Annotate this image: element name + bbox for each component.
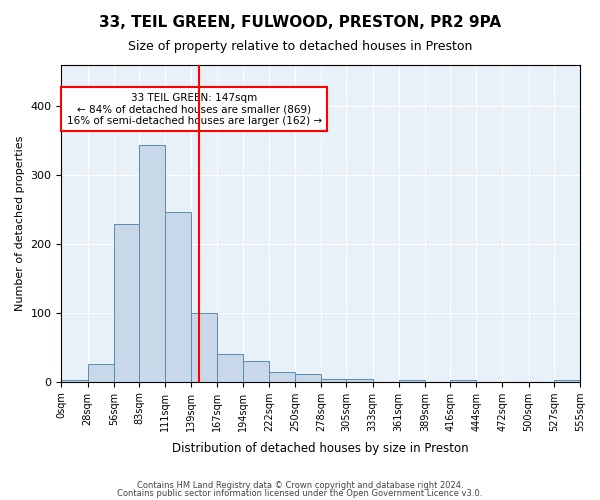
Bar xyxy=(88,364,114,382)
Bar xyxy=(321,379,346,382)
Bar xyxy=(114,224,139,382)
Bar xyxy=(269,372,295,382)
Bar xyxy=(450,380,476,382)
Text: Contains HM Land Registry data © Crown copyright and database right 2024.: Contains HM Land Registry data © Crown c… xyxy=(137,481,463,490)
X-axis label: Distribution of detached houses by size in Preston: Distribution of detached houses by size … xyxy=(172,442,469,455)
Text: Size of property relative to detached houses in Preston: Size of property relative to detached ho… xyxy=(128,40,472,53)
Bar xyxy=(399,380,425,382)
Bar xyxy=(217,354,242,382)
Bar xyxy=(165,212,191,382)
Text: Contains public sector information licensed under the Open Government Licence v3: Contains public sector information licen… xyxy=(118,488,482,498)
Bar xyxy=(554,380,580,382)
Bar xyxy=(242,361,269,382)
Bar xyxy=(139,145,165,382)
Bar xyxy=(61,380,88,382)
Y-axis label: Number of detached properties: Number of detached properties xyxy=(15,136,25,311)
Bar xyxy=(346,379,373,382)
Text: 33 TEIL GREEN: 147sqm
← 84% of detached houses are smaller (869)
16% of semi-det: 33 TEIL GREEN: 147sqm ← 84% of detached … xyxy=(67,92,322,126)
Bar xyxy=(191,313,217,382)
Bar xyxy=(295,374,321,382)
Text: 33, TEIL GREEN, FULWOOD, PRESTON, PR2 9PA: 33, TEIL GREEN, FULWOOD, PRESTON, PR2 9P… xyxy=(99,15,501,30)
